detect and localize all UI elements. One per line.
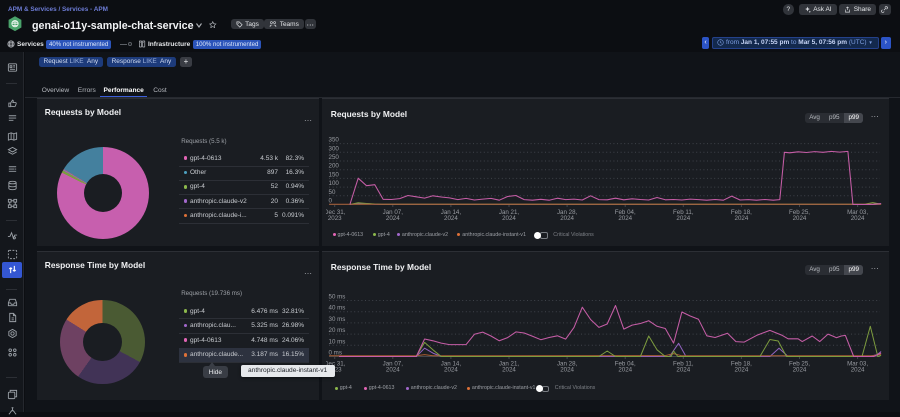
svg-text:40 ms: 40 ms bbox=[329, 305, 346, 312]
svg-text:150: 150 bbox=[329, 171, 340, 178]
svg-text:2024: 2024 bbox=[851, 215, 865, 222]
svg-text:2023: 2023 bbox=[328, 367, 342, 374]
svg-text:2024: 2024 bbox=[386, 367, 400, 374]
svg-text:250: 250 bbox=[329, 154, 340, 161]
svg-text:2024: 2024 bbox=[618, 215, 632, 222]
svg-text:350: 350 bbox=[329, 137, 340, 144]
svg-text:Feb 11,: Feb 11, bbox=[673, 209, 694, 216]
svg-text:Jan 07,: Jan 07, bbox=[383, 361, 404, 368]
svg-text:20 ms: 20 ms bbox=[329, 327, 346, 334]
svg-text:2024: 2024 bbox=[386, 215, 400, 222]
svg-text:Jan 21,: Jan 21, bbox=[499, 361, 520, 368]
svg-text:50: 50 bbox=[329, 189, 336, 196]
svg-text:300: 300 bbox=[329, 145, 340, 152]
svg-text:Mar 03,: Mar 03, bbox=[847, 361, 868, 368]
svg-text:Feb 04,: Feb 04, bbox=[615, 361, 636, 368]
svg-text:2024: 2024 bbox=[444, 367, 458, 374]
svg-text:Dec 31,: Dec 31, bbox=[324, 209, 346, 216]
svg-text:30 ms: 30 ms bbox=[329, 316, 346, 323]
svg-text:2024: 2024 bbox=[676, 215, 690, 222]
svg-text:Jan 14,: Jan 14, bbox=[441, 209, 462, 216]
svg-text:2024: 2024 bbox=[676, 367, 690, 374]
svg-text:2024: 2024 bbox=[502, 215, 516, 222]
svg-text:2024: 2024 bbox=[560, 215, 574, 222]
svg-text:50 ms: 50 ms bbox=[329, 294, 346, 301]
svg-text:Mar 03,: Mar 03, bbox=[847, 209, 868, 216]
svg-text:2024: 2024 bbox=[444, 215, 458, 222]
svg-text:10 ms: 10 ms bbox=[329, 338, 346, 345]
svg-text:Feb 18,: Feb 18, bbox=[731, 361, 752, 368]
svg-text:2024: 2024 bbox=[735, 367, 749, 374]
svg-text:Feb 25,: Feb 25, bbox=[789, 361, 810, 368]
svg-text:2024: 2024 bbox=[560, 367, 574, 374]
svg-text:Feb 04,: Feb 04, bbox=[615, 209, 636, 216]
svg-text:2024: 2024 bbox=[793, 367, 807, 374]
svg-text:200: 200 bbox=[329, 163, 340, 170]
svg-text:Feb 18,: Feb 18, bbox=[731, 209, 752, 216]
svg-text:Jan 28,: Jan 28, bbox=[557, 209, 578, 216]
svg-text:2024: 2024 bbox=[793, 215, 807, 222]
svg-text:100: 100 bbox=[329, 180, 340, 187]
svg-text:0: 0 bbox=[329, 198, 333, 205]
svg-text:Jan 28,: Jan 28, bbox=[557, 361, 578, 368]
svg-text:2023: 2023 bbox=[328, 215, 342, 222]
svg-text:2024: 2024 bbox=[735, 215, 749, 222]
svg-text:Dec 31,: Dec 31, bbox=[324, 361, 346, 368]
svg-text:2024: 2024 bbox=[502, 367, 516, 374]
svg-text:Feb 11,: Feb 11, bbox=[673, 361, 694, 368]
svg-text:Jan 14,: Jan 14, bbox=[441, 361, 462, 368]
svg-text:Jan 21,: Jan 21, bbox=[499, 209, 520, 216]
svg-text:Jan 07,: Jan 07, bbox=[383, 209, 404, 216]
svg-text:0 ms: 0 ms bbox=[329, 350, 342, 357]
svg-text:2024: 2024 bbox=[851, 367, 865, 374]
svg-text:2024: 2024 bbox=[618, 367, 632, 374]
svg-text:Feb 25,: Feb 25, bbox=[789, 209, 810, 216]
